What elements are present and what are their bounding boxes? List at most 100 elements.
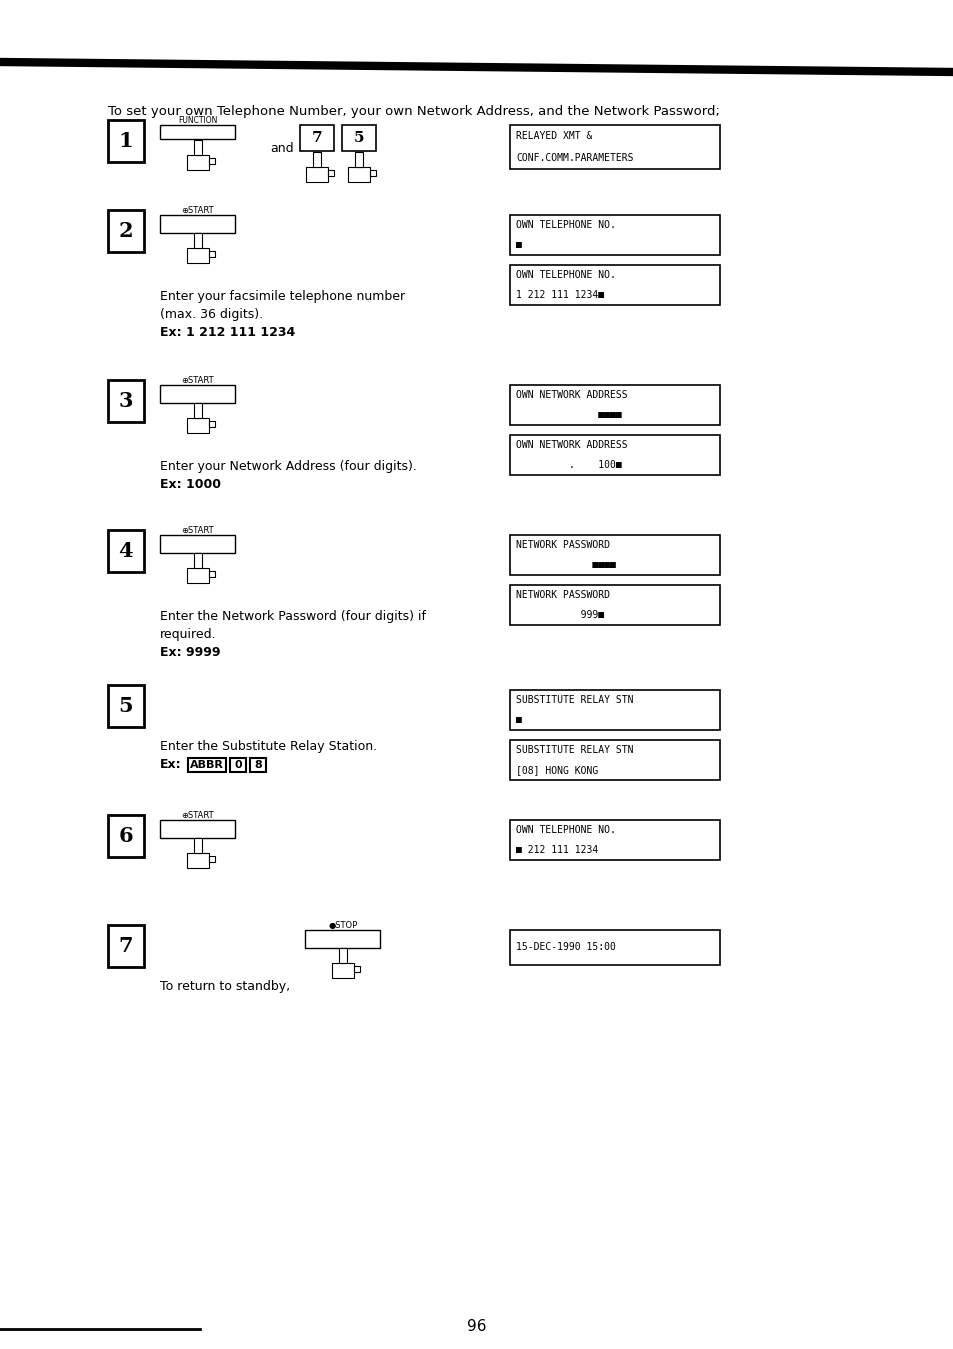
Text: ■■■■: ■■■■ [516,560,616,571]
Polygon shape [332,963,354,978]
Polygon shape [370,170,375,175]
Polygon shape [187,248,209,263]
Bar [108,530,144,572]
Bar [299,125,334,151]
Polygon shape [187,853,209,869]
Bar [160,125,234,139]
Polygon shape [338,948,347,963]
Text: NETWORK PASSWORD: NETWORK PASSWORD [516,590,609,600]
Polygon shape [209,421,214,426]
Polygon shape [187,418,209,433]
Text: Ex: 9999: Ex: 9999 [160,646,220,660]
Text: ■■■■: ■■■■ [516,410,621,420]
Bar [160,214,234,233]
Bar [250,758,266,772]
Text: 2: 2 [118,221,132,241]
Bar [160,820,234,838]
Bar [160,536,234,553]
Text: FUNCTION: FUNCTION [178,116,217,125]
Text: Enter the Substitute Relay Station.: Enter the Substitute Relay Station. [160,741,376,753]
Text: ■: ■ [516,240,521,250]
Text: and: and [270,142,294,155]
Text: 999■: 999■ [516,610,603,621]
Text: ●STOP: ●STOP [328,921,357,929]
Text: (max. 36 digits).: (max. 36 digits). [160,308,263,321]
Polygon shape [328,170,334,175]
Text: OWN TELEPHONE NO.: OWN TELEPHONE NO. [516,270,616,281]
Polygon shape [193,553,202,568]
Bar [510,214,720,255]
Bar [108,210,144,252]
Bar [188,758,226,772]
Text: CONF.COMM.PARAMETERS: CONF.COMM.PARAMETERS [516,152,633,163]
Text: Ex:: Ex: [160,758,181,772]
Text: OWN NETWORK ADDRESS: OWN NETWORK ADDRESS [516,440,627,451]
Polygon shape [193,140,202,155]
Polygon shape [209,158,214,163]
Bar [510,820,720,861]
Text: 1 212 111 1234■: 1 212 111 1234■ [516,290,603,299]
Polygon shape [355,151,363,167]
Text: 4: 4 [118,541,132,561]
Text: 15-DEC-1990 15:00: 15-DEC-1990 15:00 [516,943,616,952]
Bar [510,384,720,425]
Polygon shape [354,966,359,971]
Text: 7: 7 [312,131,322,144]
Polygon shape [348,167,370,182]
Text: required.: required. [160,629,216,641]
Bar [510,741,720,780]
Text: ■: ■ [516,715,521,724]
Text: SUBSTITUTE RELAY STN: SUBSTITUTE RELAY STN [516,695,633,706]
Text: .    100■: . 100■ [516,460,621,469]
Bar [510,929,720,965]
Bar [510,536,720,575]
Bar [510,689,720,730]
Text: OWN TELEPHONE NO.: OWN TELEPHONE NO. [516,220,616,229]
Bar [305,929,379,948]
Polygon shape [187,155,209,170]
Text: 3: 3 [118,391,132,411]
Bar [108,685,144,727]
Text: RELAYED XMT &: RELAYED XMT & [516,131,592,142]
Text: 6: 6 [118,826,132,846]
Bar [341,125,375,151]
Polygon shape [193,838,202,853]
Text: SUBSTITUTE RELAY STN: SUBSTITUTE RELAY STN [516,745,633,755]
Text: Ex: 1 212 111 1234: Ex: 1 212 111 1234 [160,326,294,339]
Bar [108,120,144,162]
Bar [510,264,720,305]
Text: Enter the Network Password (four digits) if: Enter the Network Password (four digits)… [160,610,426,623]
Text: ⊕START: ⊕START [181,526,214,536]
Bar [230,758,246,772]
Polygon shape [209,571,214,576]
Text: ⊕START: ⊕START [181,206,214,214]
Text: 96: 96 [467,1319,486,1334]
Polygon shape [193,232,202,248]
Text: OWN NETWORK ADDRESS: OWN NETWORK ADDRESS [516,390,627,401]
Text: 5: 5 [354,131,364,144]
Polygon shape [313,151,321,167]
Text: ⊕START: ⊕START [181,376,214,384]
Polygon shape [193,403,202,418]
Text: 7: 7 [118,936,132,956]
Polygon shape [209,855,214,862]
Text: To set your own Telephone Number, your own Network Address, and the Network Pass: To set your own Telephone Number, your o… [108,105,720,117]
Polygon shape [187,568,209,583]
Text: 8: 8 [253,759,262,770]
Bar [108,925,144,967]
Text: Enter your facsimile telephone number: Enter your facsimile telephone number [160,290,405,304]
Bar [160,384,234,403]
Text: NETWORK PASSWORD: NETWORK PASSWORD [516,540,609,550]
Text: 5: 5 [118,696,132,716]
Bar [510,585,720,625]
Text: Enter your Network Address (four digits).: Enter your Network Address (four digits)… [160,460,416,473]
Bar [510,434,720,475]
Polygon shape [306,167,328,182]
Text: To return to standby,: To return to standby, [160,979,290,993]
Bar [108,380,144,422]
Text: OWN TELEPHONE NO.: OWN TELEPHONE NO. [516,826,616,835]
Bar [108,815,144,857]
Text: 1: 1 [118,131,132,151]
Text: ABBR: ABBR [190,759,224,770]
Text: Ex: 1000: Ex: 1000 [160,478,221,491]
